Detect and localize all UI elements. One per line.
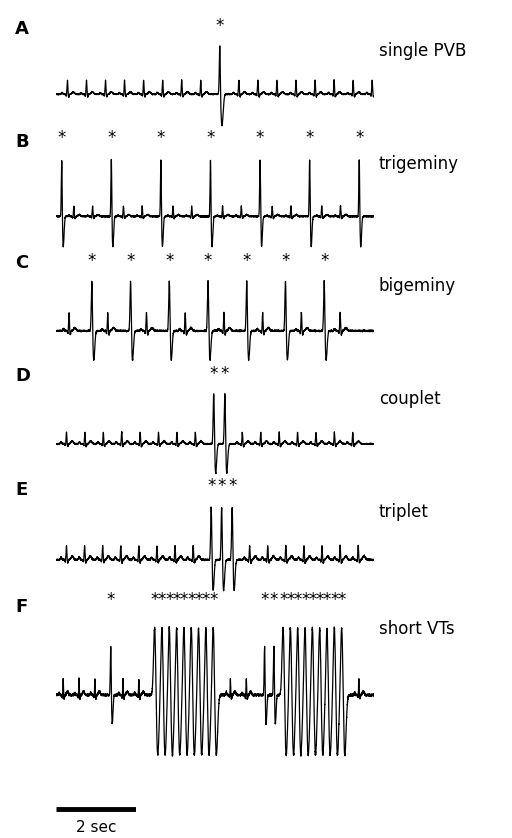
Text: *: * (243, 251, 251, 270)
Text: *: * (106, 591, 115, 608)
Text: D: D (15, 368, 30, 385)
Text: *: * (157, 129, 165, 147)
Text: *: * (202, 591, 210, 608)
Text: *: * (281, 251, 290, 270)
Text: *: * (88, 251, 96, 270)
Text: *: * (320, 251, 328, 270)
Text: *: * (173, 591, 181, 608)
Text: single PVB: single PVB (379, 42, 466, 59)
Text: *: * (301, 591, 309, 608)
Text: *: * (315, 591, 324, 608)
Text: B: B (15, 133, 29, 151)
Text: *: * (306, 129, 314, 147)
Text: *: * (286, 591, 295, 608)
Text: *: * (151, 591, 159, 608)
Text: C: C (15, 255, 29, 272)
Text: triplet: triplet (379, 503, 429, 520)
Text: couplet: couplet (379, 390, 440, 407)
Text: *: * (209, 591, 218, 608)
Text: *: * (126, 251, 135, 270)
Text: *: * (330, 591, 338, 608)
Text: *: * (308, 591, 316, 608)
Text: short VTs: short VTs (379, 620, 455, 638)
Text: E: E (15, 481, 28, 499)
Text: A: A (15, 20, 29, 38)
Text: *: * (270, 591, 278, 608)
Text: *: * (256, 129, 264, 147)
Text: bigeminy: bigeminy (379, 277, 456, 294)
Text: *: * (293, 591, 302, 608)
Text: 2 sec: 2 sec (76, 820, 116, 835)
Text: *: * (180, 591, 188, 608)
Text: *: * (355, 129, 364, 147)
Text: *: * (57, 129, 66, 147)
Text: *: * (218, 478, 226, 495)
Text: *: * (165, 591, 174, 608)
Text: *: * (204, 251, 212, 270)
Text: F: F (15, 598, 28, 616)
Text: *: * (261, 591, 269, 608)
Text: *: * (221, 365, 229, 383)
Text: *: * (216, 17, 224, 35)
Text: *: * (209, 365, 218, 383)
Text: *: * (228, 478, 237, 495)
Text: trigeminy: trigeminy (379, 155, 459, 173)
Text: *: * (323, 591, 331, 608)
Text: *: * (279, 591, 287, 608)
Text: *: * (195, 591, 203, 608)
Text: *: * (207, 478, 216, 495)
Text: *: * (165, 251, 174, 270)
Text: *: * (158, 591, 166, 608)
Text: *: * (337, 591, 346, 608)
Text: *: * (206, 129, 215, 147)
Text: *: * (107, 129, 116, 147)
Text: *: * (187, 591, 196, 608)
